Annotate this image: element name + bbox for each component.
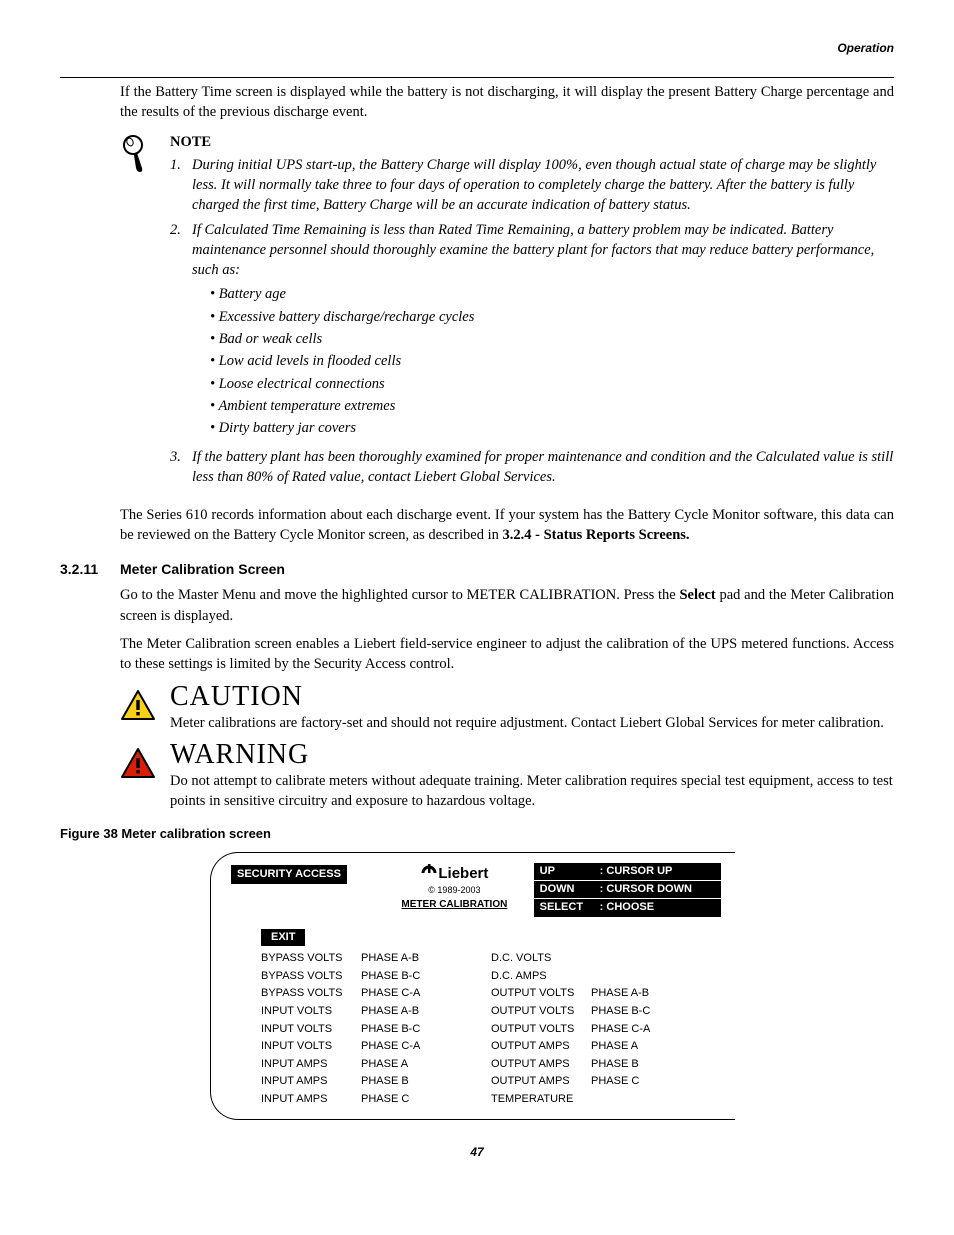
bullet: Low acid levels in flooded cells xyxy=(210,351,894,371)
note-item-num: 3. xyxy=(170,447,192,488)
section-title: Meter Calibration Screen xyxy=(120,560,285,580)
note-item-text: If Calculated Time Remaining is less tha… xyxy=(192,222,874,279)
figure-caption: Figure 38 Meter calibration screen xyxy=(60,825,894,843)
note-list: 1. During initial UPS start-up, the Batt… xyxy=(170,155,894,487)
warning-block: WARNING Do not attempt to calibrate mete… xyxy=(120,741,894,812)
screen-desc-paragraph: The Meter Calibration screen enables a L… xyxy=(120,634,894,675)
note-item-num: 1. xyxy=(170,155,192,216)
bullet: Excessive battery discharge/recharge cyc… xyxy=(210,307,894,327)
warning-heading: WARNING xyxy=(170,741,894,769)
screen-title: METER CALIBRATION xyxy=(375,898,534,912)
note-item-text: If the battery plant has been thoroughly… xyxy=(192,447,894,488)
caution-heading: CAUTION xyxy=(170,683,894,711)
magnifier-icon xyxy=(120,132,170,491)
caution-icon xyxy=(120,683,170,733)
caution-block: CAUTION Meter calibrations are factory-s… xyxy=(120,683,894,733)
caution-text: Meter calibrations are factory-set and s… xyxy=(170,713,894,733)
discharge-paragraph: The Series 610 records information about… xyxy=(120,505,894,546)
section-number: 3.2.11 xyxy=(60,560,120,580)
screen-left-column: BYPASS VOLTSPHASE A-B BYPASS VOLTSPHASE … xyxy=(261,950,491,1108)
note-block: NOTE 1. During initial UPS start-up, the… xyxy=(120,132,894,491)
bullet: Bad or weak cells xyxy=(210,329,894,349)
bullet: Dirty battery jar covers xyxy=(210,418,894,438)
note-heading: NOTE xyxy=(170,132,894,152)
copyright: © 1989-2003 xyxy=(375,884,534,897)
warning-icon xyxy=(120,741,170,812)
section-heading: 3.2.11 Meter Calibration Screen xyxy=(60,560,894,580)
bullet: Ambient temperature extremes xyxy=(210,396,894,416)
exit-item: EXIT xyxy=(261,929,305,946)
bullet: Loose electrical connections xyxy=(210,374,894,394)
note-sub-bullets: Battery age Excessive battery discharge/… xyxy=(210,284,894,438)
goto-paragraph: Go to the Master Menu and move the highl… xyxy=(120,585,894,626)
intro-paragraph: If the Battery Time screen is displayed … xyxy=(120,82,894,123)
nav-legend: UP: CURSOR UP DOWN: CURSOR DOWN SELECT: … xyxy=(534,863,721,918)
header-rule xyxy=(60,77,894,78)
bullet: Battery age xyxy=(210,284,894,304)
liebert-logo: Liebert xyxy=(375,863,534,884)
meter-calibration-screen: SECURITY ACCESS Liebert © 1989-2003 METE… xyxy=(210,852,735,1120)
page-number: 47 xyxy=(60,1144,894,1161)
warning-text: Do not attempt to calibrate meters witho… xyxy=(170,771,894,812)
page-header-section: Operation xyxy=(60,40,894,57)
security-access-label: SECURITY ACCESS xyxy=(231,865,347,884)
screen-right-column: D.C. VOLTS D.C. AMPS OUTPUT VOLTSPHASE A… xyxy=(491,950,721,1108)
note-item-text: During initial UPS start-up, the Battery… xyxy=(192,155,894,216)
note-item-num: 2. xyxy=(170,220,192,443)
